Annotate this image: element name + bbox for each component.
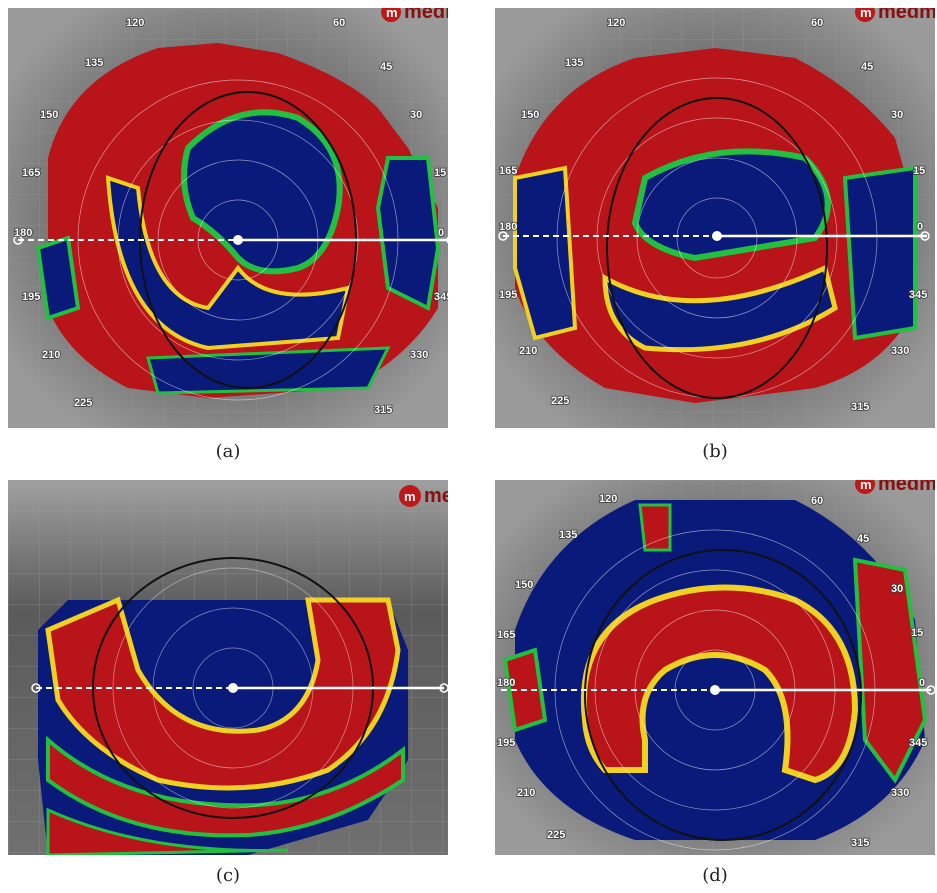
degree-label: 165	[22, 167, 40, 179]
brand-mark: m	[860, 8, 872, 20]
degree-label: 315	[851, 401, 869, 413]
pupil-outline	[584, 549, 862, 841]
brand-name: medm	[424, 485, 448, 507]
degree-label: 210	[519, 345, 537, 357]
degree-label: 345	[909, 737, 927, 749]
degree-label: 30	[891, 109, 903, 121]
degree-label: 45	[380, 61, 392, 73]
degree-label: 315	[851, 837, 869, 849]
degree-label: 315	[374, 404, 392, 416]
brand-mark: m	[860, 480, 872, 492]
map-region-blue-left	[35, 235, 81, 321]
map-region-blue-center	[631, 148, 831, 262]
map-region-blue-center	[181, 109, 343, 275]
degree-label: 180	[14, 227, 32, 239]
caption-b: (b)	[702, 441, 728, 462]
topography-map-a: m medm 120 60 135 45 150 30 165 15 180 0…	[8, 8, 448, 428]
map-region-blue-right	[842, 165, 917, 341]
map-region-blue-bottom	[146, 346, 391, 395]
degree-label: 165	[497, 629, 515, 641]
degree-label: 0	[919, 677, 925, 689]
degree-label: 180	[497, 677, 515, 689]
degree-label: 150	[521, 109, 539, 121]
topography-map-b: m medm 120 60 135 45 150 30 165 15 180 0…	[495, 8, 935, 428]
degree-label: 225	[547, 829, 565, 841]
degree-label: 15	[911, 627, 923, 639]
degree-label: 180	[499, 221, 517, 233]
degree-label: 120	[126, 17, 144, 29]
degree-label: 330	[891, 345, 909, 357]
degree-label: 120	[599, 493, 617, 505]
map-region-blue-lower	[105, 175, 351, 351]
map-region-red-right-edge	[852, 557, 928, 784]
caption-a: (a)	[215, 441, 241, 462]
degree-label: 30	[891, 583, 903, 595]
degree-label: 210	[42, 349, 60, 361]
caption-d: (d)	[702, 865, 728, 886]
map-region-red-bottom	[46, 807, 289, 855]
map-region-red-ring	[580, 584, 859, 784]
degree-label: 345	[434, 291, 448, 303]
topography-panel-a: m medm 120 60 135 45 150 30 165 15 180 0…	[8, 8, 448, 428]
degree-label: 60	[811, 17, 823, 29]
degree-label: 195	[22, 291, 40, 303]
map-region-red-top	[45, 596, 401, 791]
degree-label: 195	[497, 737, 515, 749]
degree-label: 120	[607, 17, 625, 29]
brand-name: medm	[404, 8, 448, 23]
degree-label: 330	[891, 787, 909, 799]
degree-label: 195	[499, 289, 517, 301]
degree-label: 0	[438, 227, 444, 239]
map-region-red-top-patch	[638, 503, 672, 552]
degree-label: 15	[913, 165, 925, 177]
degree-label: 225	[551, 395, 569, 407]
degree-label: 135	[85, 57, 103, 69]
map-region-blue-left	[513, 165, 578, 341]
degree-label: 210	[517, 787, 535, 799]
map-region-blue-lower	[602, 264, 838, 353]
degree-label: 165	[499, 165, 517, 177]
pupil-outline	[606, 97, 828, 399]
caption-c: (c)	[215, 865, 241, 886]
degree-label: 60	[811, 495, 823, 507]
brand-name: medm	[878, 480, 935, 495]
degree-label: 30	[410, 109, 422, 121]
topography-panel-c: m medm	[8, 480, 448, 855]
degree-label: 45	[857, 533, 869, 545]
degree-label: 135	[559, 529, 577, 541]
brand-name: medm	[878, 8, 935, 23]
topography-panel-b: m medm 120 60 135 45 150 30 165 15 180 0…	[495, 8, 935, 428]
degree-label: 0	[917, 221, 923, 233]
degree-label: 225	[74, 397, 92, 409]
brand-mark: m	[404, 489, 416, 504]
degree-label: 150	[515, 579, 533, 591]
degree-label: 60	[333, 17, 345, 29]
degree-label: 45	[861, 61, 873, 73]
degree-label: 135	[565, 57, 583, 69]
degree-label: 330	[410, 349, 428, 361]
topography-map-c: m medm	[8, 480, 448, 855]
topography-panel-d: m medm 120 60 135 45 150 30 165 15 180 0…	[495, 480, 935, 855]
degree-label: 150	[40, 109, 58, 121]
map-region-blue-right	[375, 156, 441, 311]
map-region-red-lower	[46, 735, 405, 838]
degree-label: 345	[909, 289, 927, 301]
topography-map-d: m medm 120 60 135 45 150 30 165 15 180 0…	[495, 480, 935, 855]
degree-label: 15	[434, 167, 446, 179]
brand-mark: m	[386, 8, 398, 20]
